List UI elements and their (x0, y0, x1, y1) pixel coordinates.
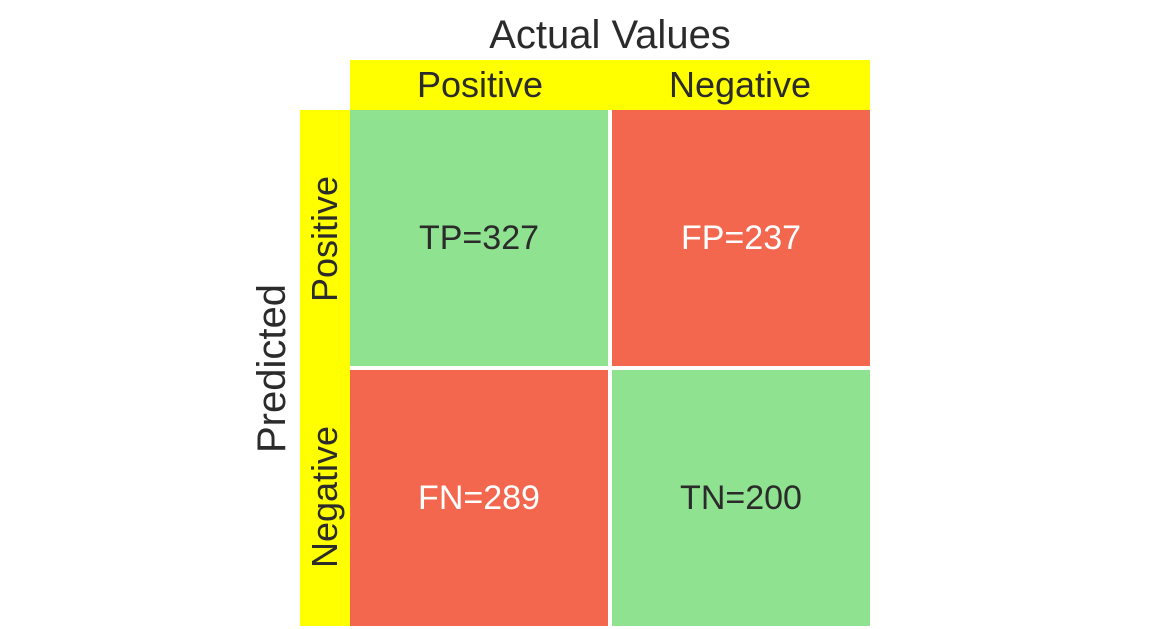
confusion-matrix-grid: TP=327 FP=237 FN=289 TN=200 (350, 110, 870, 626)
cell-tn: TN=200 (612, 370, 870, 626)
cell-tp-label: TP=327 (419, 219, 539, 258)
rows-axis-title: Predicted (244, 110, 300, 626)
row-header-negative-text: Negative (304, 426, 346, 568)
row-header-positive-text: Positive (304, 176, 346, 302)
row-header-positive: Positive (300, 110, 350, 368)
confusion-matrix-figure: Actual Values Positive Negative Predicte… (0, 0, 1150, 629)
cell-tp: TP=327 (350, 110, 608, 366)
cell-fn: FN=289 (350, 370, 608, 626)
cell-tn-label: TN=200 (680, 479, 802, 518)
cell-fp-label: FP=237 (681, 219, 801, 258)
cell-fp: FP=237 (612, 110, 870, 366)
column-headers-band: Positive Negative (350, 60, 870, 110)
columns-axis-title: Actual Values (350, 10, 870, 60)
column-header-negative: Negative (610, 60, 870, 110)
rows-axis-title-text: Predicted (250, 284, 295, 453)
cell-fn-label: FN=289 (418, 479, 540, 518)
column-header-positive: Positive (350, 60, 610, 110)
row-header-negative: Negative (300, 368, 350, 626)
row-headers-band: Positive Negative (300, 110, 350, 626)
